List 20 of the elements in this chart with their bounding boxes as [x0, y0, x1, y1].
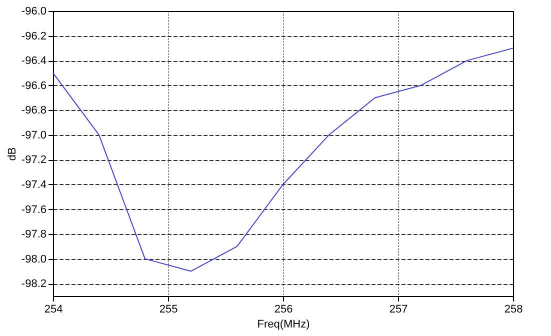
y-axis-title: dB — [6, 147, 18, 161]
y-tick-label: -97.4 — [21, 178, 46, 191]
y-tick-label: -96.8 — [21, 104, 46, 117]
y-tick-label: -98.0 — [21, 253, 46, 266]
x-axis-title: Freq(MHz) — [257, 318, 310, 330]
x-tick-label: 257 — [389, 304, 408, 316]
line-series — [52, 48, 514, 272]
y-tick-label: -97.0 — [21, 129, 46, 142]
y-tick-label: -96.4 — [21, 55, 46, 68]
x-tick-label: 258 — [504, 304, 523, 316]
y-tick-label: -97.2 — [21, 154, 46, 166]
y-tick-label: -96.6 — [21, 80, 46, 92]
y-tick-label: -97.6 — [21, 204, 46, 216]
x-tick-label: 256 — [274, 304, 293, 316]
y-tick-label: -96.2 — [21, 30, 46, 42]
x-tick-label: 255 — [159, 304, 178, 316]
y-tick-label: -96.0 — [21, 6, 46, 18]
y-tick-label: -97.8 — [21, 228, 46, 241]
y-tick-label: -98.2 — [21, 278, 46, 290]
x-tick-label: 254 — [44, 304, 63, 316]
